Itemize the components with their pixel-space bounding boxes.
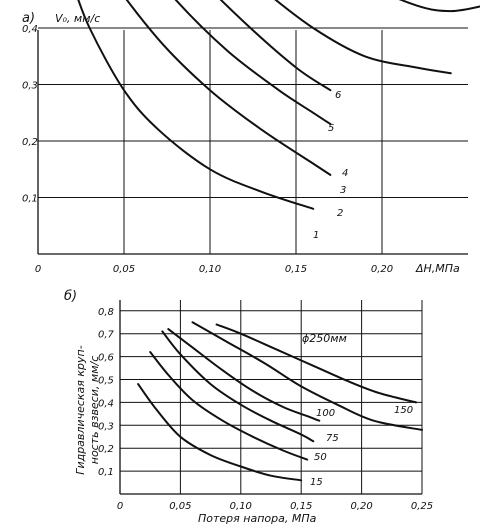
chart-b-y-tick-label: 0,7 — [98, 330, 115, 341]
chart-b-grid — [119, 300, 423, 495]
chart-b-series-labels: 15 50 75 100 150 — [310, 405, 413, 488]
chart-a-series-label-4: 4 — [342, 168, 348, 179]
chart-a-curve-1 — [77, 0, 315, 210]
chart-a-curves — [77, 0, 480, 210]
chart-a-curve-4 — [219, 0, 332, 92]
chart-a-series-label-6: 6 — [335, 90, 341, 101]
chart-a-series-labels: 1 2 3 4 5 6 — [313, 90, 348, 241]
chart-a-series-label-3: 3 — [340, 185, 346, 196]
chart-b-x-tick-label: 0,05 — [169, 501, 191, 512]
chart-b-x-tick-label: 0,15 — [290, 501, 312, 512]
chart-b-y-tick-label: 0,1 — [98, 467, 114, 478]
chart-b-curves — [137, 321, 423, 482]
chart-a: а) V₀, мм/с ΔН,МПа 0 0,05 0,10 0,15 0,20 0,1 0… — [22, 0, 480, 275]
chart-b-series-label-100: 100 — [316, 408, 335, 419]
chart-b-y-tick-label: 0,4 — [98, 398, 114, 409]
chart-b-curve-150 — [215, 323, 417, 404]
chart-a-y-tick-label: 0,3 — [22, 81, 38, 92]
chart-a-y-tick-label: 0,2 — [22, 137, 38, 148]
chart-b-y-tick-label: 0,3 — [98, 421, 114, 432]
chart-b-y-axis-label-line2: ность взвеси, мм/с — [88, 356, 101, 464]
chart-b-y-axis-label-line1: Гидравлическая круп- — [74, 345, 87, 474]
chart-b-x-tick-label: 0,25 — [411, 501, 433, 512]
chart-a-grid — [37, 27, 468, 255]
chart-a-curve-2 — [125, 0, 332, 176]
chart-a-x-tick-label: 0 — [35, 264, 41, 275]
chart-b-y-tick-label: 0,2 — [98, 444, 114, 455]
chart-b-tick-labels: 0 0,05 0,10 0,15 0,20 0,25 0,1 0,2 0,3 0,4 0,5 0,6 0… — [98, 307, 433, 512]
chart-b-curve-150a — [191, 321, 423, 431]
chart-b-y-tick-label: 0,5 — [98, 376, 114, 387]
chart-b-curve-50 — [149, 351, 309, 461]
chart-b-x-tick-label: 0,20 — [350, 501, 372, 512]
chart-b-y-tick-label: 0,8 — [98, 307, 114, 318]
chart-b-series-label-50: 50 — [314, 452, 327, 463]
chart-b-series-label-150: 150 — [394, 405, 413, 416]
chart-b-curve-100 — [167, 328, 321, 422]
panel-b-label: б) — [64, 289, 77, 304]
chart-b-y-axis-label: Гидравлическая круп- ность взвеси, мм/с — [74, 345, 101, 474]
chart-b-series-label-15: 15 — [310, 477, 323, 488]
chart-a-series-label-5: 5 — [328, 123, 334, 134]
chart-a-x-tick-label: 0,10 — [199, 264, 221, 275]
chart-a-y-tick-label: 0,1 — [22, 194, 38, 205]
chart-a-curve-6 — [398, 0, 480, 13]
chart-a-y-axis-label: V₀, мм/с — [55, 12, 100, 25]
chart-b-curve-75 — [161, 330, 315, 443]
chart-b-curve-15 — [137, 383, 303, 482]
chart-b-x-tick-label: 0,10 — [230, 501, 252, 512]
chart-a-series-label-1: 1 — [313, 230, 319, 241]
chart-b-y-tick-label: 0,6 — [98, 353, 114, 364]
chart-b-diameter-annotation: ϕ250мм — [302, 332, 347, 345]
chart-b-series-label-75: 75 — [326, 433, 339, 444]
panel-a-label: а) — [22, 11, 35, 26]
chart-a-y-tick-label: 0,4 — [22, 24, 38, 35]
chart-a-x-axis-label: ΔН,МПа — [415, 262, 460, 275]
chart-b: б) Гидравлическая круп- ность взвеси, мм… — [64, 289, 433, 525]
chart-a-x-tick-label: 0,15 — [285, 264, 307, 275]
chart-a-x-tick-label: 0,20 — [371, 264, 393, 275]
chart-b-x-tick-label: 0 — [117, 501, 123, 512]
chart-a-curve-5 — [274, 0, 452, 75]
chart-a-x-tick-label: 0,05 — [113, 264, 135, 275]
chart-a-tick-labels: 00,050,100,150,200,10,20,30,40,50,60,7 — [22, 24, 393, 275]
chart-a-series-label-2: 2 — [337, 208, 343, 219]
chart-b-x-axis-label: Потеря напора, МПа — [198, 512, 317, 525]
chart-a-curve-3 — [174, 0, 332, 125]
